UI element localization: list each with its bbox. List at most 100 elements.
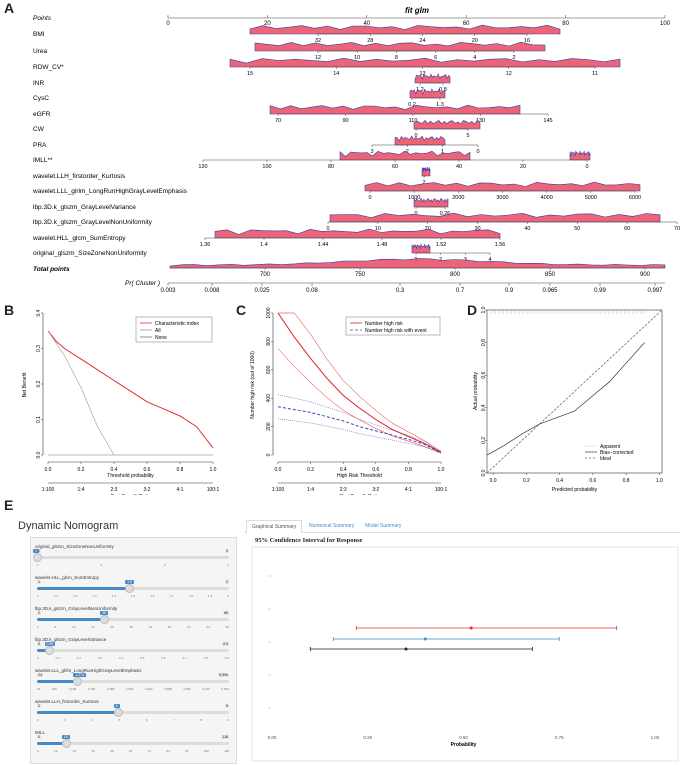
slider-handle[interactable]: [125, 584, 135, 593]
cic-x-tick-label: 0.2: [307, 467, 314, 473]
variable-tick-label: 4: [488, 257, 491, 263]
slider-value: 25: [100, 611, 109, 615]
cic-x2-tick-label: 100:1: [435, 487, 448, 493]
slider-3[interactable]: lbp.3D.k_glszm_GrayLevelVariance 0 0.9 0.05…: [35, 637, 231, 665]
slider-tick-label: 3,402: [144, 687, 153, 691]
slider-track[interactable]: 1 2 1.5: [37, 580, 229, 593]
slider-min: 1: [37, 580, 41, 584]
variable-tick-label: 60: [392, 164, 398, 170]
cic-x2-tick-label: 3:2: [372, 487, 379, 493]
variable-tick-label: 0.26: [440, 211, 451, 217]
variable-tick-label: 10: [354, 55, 360, 61]
slider-tick-label: 6: [145, 718, 148, 722]
variable-tick-label: 1000: [408, 195, 420, 201]
variable-tick-label: 0: [476, 149, 479, 155]
slider-fill: [37, 587, 130, 590]
dca-y-tick-label: 0.4: [36, 309, 42, 316]
dca-y-tick-label: 0.2: [36, 380, 42, 387]
slider-label: original_glszm_SizeZoneNonUniformity: [35, 544, 114, 549]
cal-y-tick-label: 0.0: [481, 469, 487, 476]
variable-tick-label: 80: [328, 164, 334, 170]
pr-tick-label: 0.99: [594, 288, 606, 294]
slider-tick-label: 1.7: [169, 594, 174, 598]
pr-tick-label: 0.025: [254, 288, 270, 294]
slider-track[interactable]: 2 9 5: [37, 704, 229, 717]
slider-2[interactable]: lbp.3D.k_glszm_GrayLevelNonUniformity 1 69…: [35, 606, 231, 634]
variable-tick-label: 20: [520, 164, 526, 170]
slider-tick-label: 0.9: [224, 656, 229, 660]
slider-track[interactable]: 1 69 25: [37, 611, 229, 624]
variable-distribution: [413, 119, 481, 130]
cal-legend-label: Apparent: [600, 444, 621, 450]
variable-distribution: [394, 135, 446, 146]
variable-tick-label: 6: [434, 55, 437, 61]
slider-value: 5: [113, 704, 120, 708]
slider-tick-label: 36: [91, 749, 95, 753]
slider-tick-label: 24: [72, 749, 77, 753]
tab-numerical-summary[interactable]: Numerical Summary: [309, 523, 355, 529]
variable-label: wavelet.LLL_glrlm_LongRunHighGrayLevelEm…: [32, 188, 188, 195]
slider-track[interactable]: 0 0.9 0.05: [37, 642, 229, 655]
slider-tick-label: 15: [72, 625, 76, 629]
slider-tick-label: 0.5: [140, 656, 145, 660]
points-tick-label: 0: [166, 21, 170, 27]
ci-x-tick-label: 0.75: [555, 735, 564, 740]
slider-fill: [37, 742, 66, 745]
slider-5[interactable]: wavelet.LLH_firstorder_Kurtosis 2 9 5 2 3 4 5 6 7…: [35, 699, 231, 727]
slider-tick-label: 43: [148, 625, 153, 629]
slider-handle[interactable]: [61, 739, 71, 748]
variable-tick-label: 1.48: [377, 242, 388, 248]
slider-handle[interactable]: [73, 677, 83, 686]
variable-distribution: [364, 181, 641, 192]
ci-point: [423, 637, 427, 641]
slider-handle[interactable]: [100, 615, 110, 624]
pr-tick-label: 0.965: [542, 288, 558, 294]
cal-y-tick-label: 0.4: [481, 404, 487, 411]
dca-x-tick-label: 0.2: [78, 467, 85, 473]
slider-tick-label: 1.5: [130, 594, 136, 598]
slider-handle[interactable]: [44, 646, 54, 655]
cic-x2-tick-label: 2:3: [340, 487, 347, 493]
dca-y-tick-label: 0.0: [36, 451, 42, 458]
variable-tick-label: 3000: [496, 195, 508, 201]
tab-model-summary[interactable]: Model Summary: [365, 523, 402, 529]
slider-max: 5,994: [218, 673, 229, 677]
slider-4[interactable]: wavelet.LLL_glrlm_LongRunHighGrayLevelEm…: [35, 668, 231, 696]
cic-series-ci-lower: [277, 418, 442, 454]
tab-graphical-summary[interactable]: Graphical Summary: [246, 520, 303, 534]
slider-handle[interactable]: [113, 708, 123, 717]
variable-tick-label: 1.56: [495, 242, 506, 248]
dca-x2-label: Cost:Benefit Ratio: [110, 494, 151, 495]
variable-tick-label: 16: [524, 38, 530, 44]
slider-tick-label: 0.1: [55, 656, 60, 660]
dca-x2-tick-label: 4:1: [177, 487, 184, 493]
slider-tick-label: 96: [185, 749, 189, 753]
slider-ticks: 1 2 3 4: [37, 563, 229, 567]
dca-x-tick-label: 1.0: [210, 467, 217, 473]
slider-tick-label: 5,994: [221, 687, 229, 691]
slider-track[interactable]: 0 118 18: [37, 735, 229, 748]
ci-x-tick-label: 0.50: [459, 735, 468, 740]
slider-tick-label: 7: [172, 718, 175, 722]
variable-label: BMI: [33, 31, 45, 38]
cic-x-tick-label: 0.0: [275, 467, 282, 473]
dca-legend-label: All: [155, 328, 161, 334]
cal-legend-label: Ideal: [600, 456, 611, 462]
slider-tick-label: 0.6: [161, 656, 166, 660]
slider-1[interactable]: wavelet.HLL_glcm_SumEntropy 1 2 1.5 1 1.1 1.2 1…: [35, 575, 231, 603]
ci-frame: [251, 546, 679, 762]
variable-label: INR: [33, 80, 45, 87]
slider-tick-label: 2,984: [125, 687, 134, 691]
dca-x2-tick-label: 100:1: [207, 487, 220, 493]
slider-track[interactable]: 24 5,994 1,275: [37, 673, 229, 686]
variable-tick-label: 6000: [629, 195, 641, 201]
slider-0[interactable]: original_glszm_SizeZoneNonUniformity 1 4 1 1…: [33, 544, 231, 572]
variable-tick-label: 70: [275, 118, 281, 124]
total-points-tick-label: 750: [355, 272, 366, 278]
slider-6[interactable]: IMLL 0 118 18 0 12 24 36 48 60 72 84 96 108 118: [35, 730, 231, 758]
total-points-label: Total points: [33, 266, 70, 273]
slider-label: IMLL: [35, 730, 46, 735]
pr-label: Pr( Cluster ): [125, 280, 160, 287]
slider-handle[interactable]: [33, 553, 42, 562]
